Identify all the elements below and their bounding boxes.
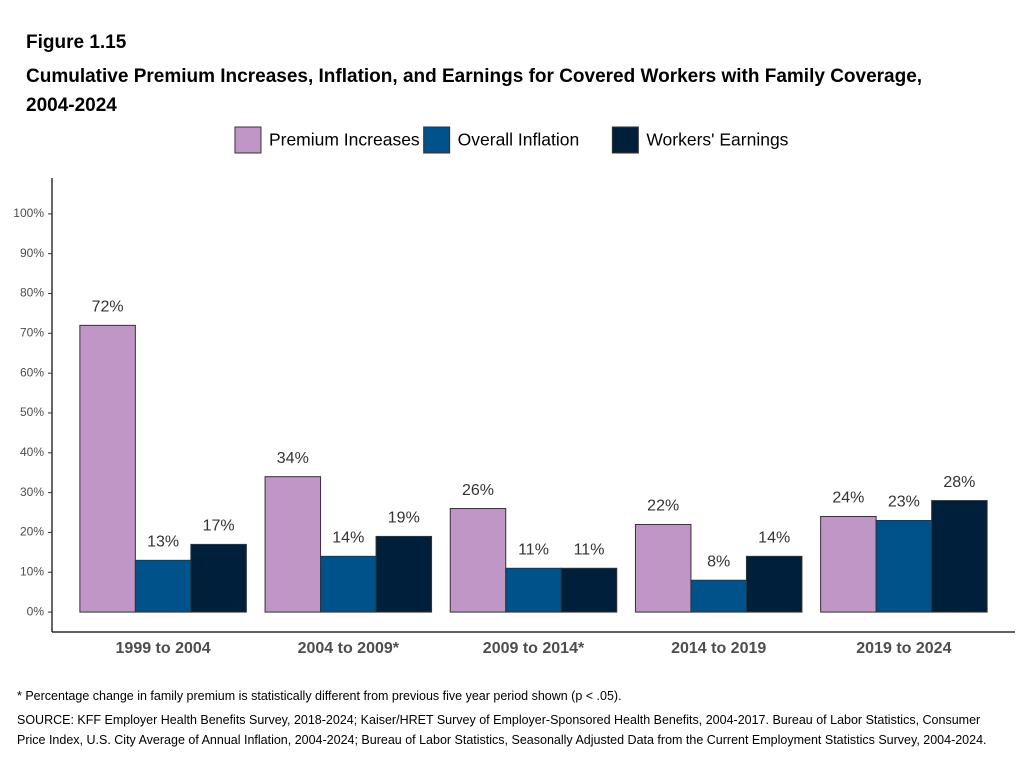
x-tick-label: 2009 to 2014*: [483, 640, 585, 657]
value-label: 14%: [332, 530, 364, 547]
y-tick-label: 60%: [20, 365, 44, 379]
chart-title: Cumulative Premium Increases, Inflation,…: [26, 66, 923, 116]
y-tick-label: 80%: [20, 286, 44, 300]
y-tick-label: 30%: [20, 485, 44, 499]
y-tick-label: 20%: [20, 525, 44, 539]
legend-swatch: [611, 126, 639, 154]
bar: [320, 555, 377, 613]
value-label: 13%: [147, 534, 179, 551]
x-tick-label: 2004 to 2009*: [298, 640, 400, 657]
value-label: 11%: [574, 541, 605, 558]
bar: [560, 567, 618, 613]
value-label: 11%: [518, 541, 549, 558]
y-tick-label: 40%: [20, 445, 44, 459]
y-tick-label: 0%: [27, 604, 45, 618]
bar: [690, 579, 747, 613]
bar: [931, 500, 988, 613]
bar: [634, 523, 692, 613]
bar: [190, 543, 247, 613]
value-label: 8%: [707, 553, 730, 570]
chart: 0% 10% 20% 30% 40% 50% 60% 70% 80% 90% 100% 1999 to…: [13, 126, 1015, 657]
bar: [79, 324, 136, 613]
value-label: 22%: [647, 498, 679, 515]
value-label: 23%: [888, 494, 920, 511]
value-label: 14%: [758, 530, 790, 547]
legend-label: Overall Inflation: [458, 130, 580, 150]
value-label: 17%: [203, 518, 235, 535]
y-tick-label: 50%: [20, 405, 44, 419]
x-tick-label: 2019 to 2024: [856, 640, 951, 657]
value-label: 24%: [832, 490, 864, 507]
legend-swatch: [423, 126, 451, 154]
bar: [875, 519, 933, 613]
value-label: 34%: [277, 450, 309, 467]
y-tick-label: 70%: [20, 325, 44, 339]
x-tick-label: 1999 to 2004: [116, 640, 211, 657]
bar: [820, 516, 877, 613]
y-tick-label: 90%: [20, 246, 44, 260]
source-note: SOURCE: KFF Employer Health Benefits Sur…: [17, 713, 987, 747]
legend-label: Premium Increases: [269, 130, 420, 150]
footnote: * Percentage change in family premium is…: [17, 689, 622, 703]
y-tick-label: 100%: [13, 206, 44, 220]
figure-label: Figure 1.15: [26, 32, 127, 53]
legend-swatch: [234, 126, 262, 154]
value-label: 26%: [462, 482, 494, 499]
bar: [745, 555, 803, 613]
legend-label: Workers' Earnings: [646, 130, 788, 150]
value-label: 72%: [92, 299, 124, 316]
y-tick-label: 10%: [20, 564, 44, 578]
bar: [264, 476, 322, 613]
bar: [375, 535, 433, 613]
bar: [449, 508, 507, 613]
value-label: 19%: [388, 510, 420, 527]
x-tick-label: 2014 to 2019: [671, 640, 766, 657]
bar: [505, 567, 562, 613]
value-label: 28%: [943, 474, 975, 491]
bar: [134, 559, 192, 613]
